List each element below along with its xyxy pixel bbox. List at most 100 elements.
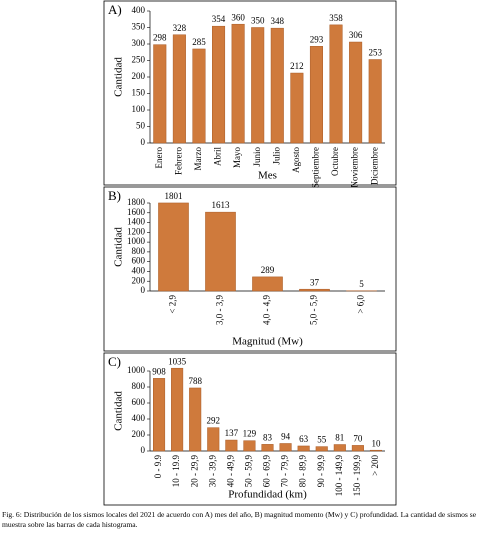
- value-label: 348: [271, 16, 285, 26]
- x-tick-label: < 2,9: [168, 295, 178, 314]
- bar: [231, 23, 245, 144]
- x-tick-label: Agosto: [291, 147, 301, 174]
- panel-frame: [103, 352, 397, 506]
- value-label: 1035: [168, 356, 187, 366]
- x-tick-label: 0 - 9.9: [153, 455, 163, 479]
- x-tick-label: Abril: [213, 147, 223, 166]
- bar: [207, 427, 220, 452]
- y-axis-label: Cantidad: [113, 57, 125, 97]
- x-tick-label: 50 - 59,9: [243, 455, 253, 488]
- value-label: 350: [251, 16, 265, 26]
- x-tick-label: 3,0 - 3,9: [215, 295, 225, 325]
- panel-label: C): [108, 354, 121, 369]
- y-tick-label: 300: [132, 38, 146, 48]
- value-label: 908: [152, 366, 166, 376]
- bar: [290, 72, 304, 144]
- y-tick-label: 800: [132, 246, 146, 256]
- y-tick-label: 200: [132, 71, 146, 81]
- y-tick-label: 150: [132, 88, 146, 98]
- panel-label: B): [108, 188, 121, 203]
- value-label: 212: [290, 61, 304, 71]
- value-label: 293: [310, 34, 324, 44]
- x-tick-label: 20 - 29,9: [189, 455, 199, 488]
- x-tick-label: Septiembre: [311, 147, 321, 188]
- x-axis-label: Profundidad (km): [228, 489, 307, 501]
- value-label: 5: [359, 279, 364, 289]
- bar: [252, 276, 283, 292]
- x-tick-label: Julio: [271, 147, 281, 165]
- y-axis-label: Cantidad: [113, 391, 125, 431]
- bar: [158, 202, 189, 292]
- value-label: 253: [368, 48, 382, 58]
- x-tick-label: > 6,0: [356, 295, 366, 314]
- x-tick-label: > 200: [370, 455, 380, 476]
- bar: [189, 387, 202, 452]
- bar: [368, 59, 382, 144]
- bar: [329, 24, 343, 144]
- y-tick-label: 1600: [127, 207, 146, 217]
- x-tick-label: 150 - 199,9: [352, 455, 362, 497]
- x-tick-label: 4,0 - 4,9: [262, 295, 272, 325]
- bar: [297, 445, 310, 452]
- x-tick-label: 70 - 79,9: [280, 455, 290, 488]
- value-label: 306: [349, 30, 363, 40]
- value-label: 137: [225, 428, 239, 438]
- value-label: 285: [192, 37, 206, 47]
- x-tick-label: 40 - 49,9: [225, 455, 235, 488]
- value-label: 10: [371, 438, 381, 448]
- bar: [333, 444, 346, 452]
- value-label: 94: [281, 432, 291, 442]
- value-label: 83: [263, 432, 273, 442]
- y-tick-label: 1400: [127, 217, 146, 227]
- value-label: 1801: [165, 191, 183, 201]
- x-tick-label: 10 - 19.9: [171, 455, 181, 488]
- bar: [172, 34, 186, 144]
- bar: [369, 449, 382, 452]
- bar: [225, 439, 238, 452]
- panel-frame: [103, 0, 397, 186]
- y-tick-label: 250: [132, 55, 146, 65]
- bar: [205, 211, 236, 292]
- y-tick-label: 100: [132, 104, 146, 114]
- value-label: 37: [310, 277, 320, 287]
- bar: [315, 446, 328, 452]
- bar: [153, 44, 167, 144]
- value-label: 358: [329, 13, 343, 23]
- x-axis-label: Mes: [258, 170, 277, 182]
- x-tick-label: Junio: [252, 147, 262, 167]
- value-label: 63: [299, 434, 309, 444]
- value-label: 788: [188, 376, 202, 386]
- y-tick-label: 400: [132, 413, 146, 423]
- bar: [279, 443, 292, 452]
- panel-label: A): [108, 2, 122, 17]
- y-tick-label: 1000: [127, 236, 146, 246]
- value-label: 55: [317, 435, 327, 445]
- value-label: 70: [353, 433, 363, 443]
- y-tick-label: 1000: [127, 365, 146, 375]
- x-tick-label: 5,0 - 5,9: [309, 295, 319, 325]
- x-tick-label: Noviembre: [350, 147, 360, 188]
- y-tick-label: 600: [132, 256, 146, 266]
- y-tick-label: 600: [132, 397, 146, 407]
- x-tick-label: 90 - 99,9: [316, 455, 326, 488]
- y-tick-label: 1200: [127, 226, 146, 236]
- value-label: 292: [207, 416, 221, 426]
- value-label: 1613: [212, 200, 231, 210]
- value-label: 328: [173, 23, 187, 33]
- x-axis-label: Magnitud (Mw): [232, 336, 303, 348]
- y-tick-label: 50: [136, 121, 146, 131]
- y-tick-label: 400: [132, 266, 146, 276]
- y-tick-label: 200: [132, 429, 146, 439]
- value-label: 129: [243, 429, 257, 439]
- y-tick-label: 0: [141, 285, 146, 295]
- bar: [251, 27, 265, 144]
- y-tick-label: 1800: [127, 197, 146, 207]
- value-label: 289: [261, 265, 275, 275]
- value-label: 354: [212, 14, 226, 24]
- x-tick-label: 30 - 39,9: [207, 455, 217, 488]
- x-tick-label: Enero: [154, 147, 164, 169]
- bar: [349, 41, 363, 144]
- bar: [192, 48, 206, 144]
- panel-frame: [103, 186, 397, 352]
- y-tick-label: 0: [141, 137, 146, 147]
